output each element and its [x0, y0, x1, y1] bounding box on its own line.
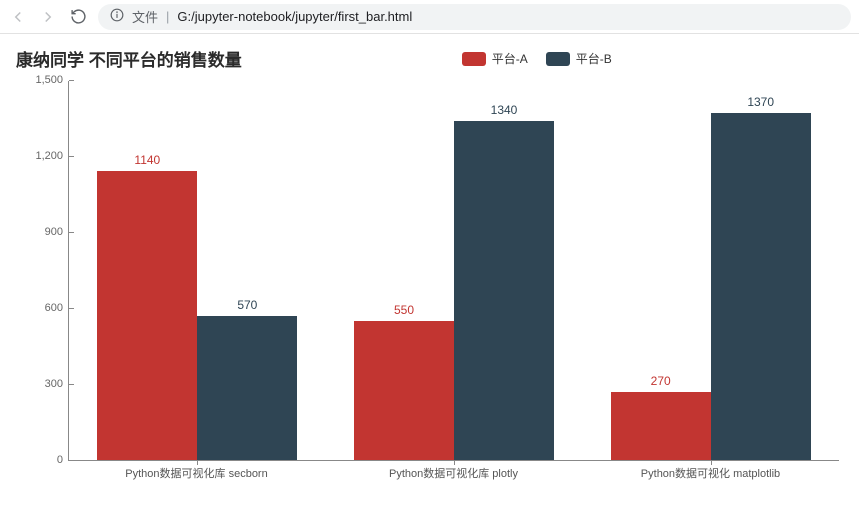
x-axis-label: Python数据可视化 matplotlib: [582, 465, 839, 481]
bar-value-label: 1370: [711, 95, 811, 109]
y-tick: 900: [45, 226, 69, 238]
legend-item-b[interactable]: 平台-B: [546, 50, 612, 67]
y-tick: 0: [57, 454, 69, 466]
address-bar[interactable]: 文件 | G:/jupyter-notebook/jupyter/first_b…: [98, 4, 851, 30]
bar-value-label: 1340: [454, 103, 554, 117]
address-scheme-label: 文件: [132, 7, 158, 26]
y-tick: 300: [45, 378, 69, 390]
forward-button[interactable]: [38, 7, 58, 27]
x-axis-labels: Python数据可视化库 secbornPython数据可视化库 plotlyP…: [68, 465, 839, 481]
bar-series-b[interactable]: 1340: [454, 121, 554, 460]
info-icon: [110, 8, 124, 25]
plot: 114057055013402701370 03006009001,2001,5…: [68, 81, 839, 461]
category-group: 2701370: [582, 81, 839, 460]
x-axis-label: Python数据可视化库 plotly: [325, 465, 582, 481]
legend-label-b: 平台-B: [576, 50, 612, 67]
page-content: 康纳同学 不同平台的销售数量 平台-A 平台-B 114057055013402…: [0, 34, 859, 501]
bar-series-b[interactable]: 1370: [711, 113, 811, 460]
legend-swatch-a: [462, 52, 486, 66]
chart-title: 康纳同学 不同平台的销售数量: [16, 46, 242, 71]
legend-label-a: 平台-A: [492, 50, 528, 67]
legend-swatch-b: [546, 52, 570, 66]
y-tick: 600: [45, 302, 69, 314]
bar-value-label: 570: [197, 298, 297, 312]
bar-series-a[interactable]: 270: [611, 392, 711, 460]
categories-row: 114057055013402701370: [69, 81, 839, 460]
x-tick: [454, 460, 455, 465]
y-tick: 1,200: [35, 150, 69, 162]
category-group: 5501340: [326, 81, 583, 460]
chart-area: 114057055013402701370 03006009001,2001,5…: [10, 81, 849, 501]
x-tick: [711, 460, 712, 465]
address-path: G:/jupyter-notebook/jupyter/first_bar.ht…: [177, 9, 412, 24]
category-group: 1140570: [69, 81, 326, 460]
legend-item-a[interactable]: 平台-A: [462, 50, 528, 67]
chart-header: 康纳同学 不同平台的销售数量 平台-A 平台-B: [10, 42, 849, 77]
bar-value-label: 270: [611, 374, 711, 388]
address-divider: |: [166, 9, 169, 24]
bar-series-a[interactable]: 1140: [97, 171, 197, 460]
reload-button[interactable]: [68, 7, 88, 27]
y-tick: 1,500: [35, 74, 69, 86]
browser-toolbar: 文件 | G:/jupyter-notebook/jupyter/first_b…: [0, 0, 859, 34]
bar-value-label: 550: [354, 303, 454, 317]
bar-series-a[interactable]: 550: [354, 321, 454, 460]
x-axis-label: Python数据可视化库 secborn: [68, 465, 325, 481]
legend: 平台-A 平台-B: [462, 50, 612, 67]
x-tick: [197, 460, 198, 465]
bar-series-b[interactable]: 570: [197, 316, 297, 460]
back-button[interactable]: [8, 7, 28, 27]
bar-value-label: 1140: [97, 153, 197, 167]
